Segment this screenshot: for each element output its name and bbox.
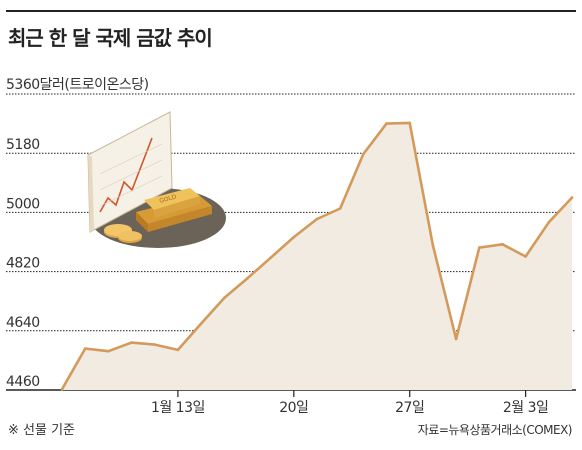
series-line-layer <box>60 121 574 391</box>
data-point <box>501 243 504 246</box>
data-point <box>547 221 551 224</box>
gold-bar-engraving: GOLD <box>159 193 178 205</box>
data-point <box>338 207 342 210</box>
series-area <box>62 122 572 391</box>
gold-illustration: GOLD <box>87 111 226 248</box>
y-tick-label: 4460 <box>6 374 40 390</box>
x-tick-label: 20일 <box>279 400 308 416</box>
data-point <box>269 256 272 260</box>
data-point <box>176 348 180 352</box>
x-tick-labels: 1월 13일 20일 27일 2월 3일 <box>151 390 549 416</box>
data-point <box>246 276 249 280</box>
data-point <box>130 341 133 344</box>
x-tick-label: 2월 3일 <box>503 400 549 416</box>
gold-bar-upper <box>144 188 200 210</box>
mini-chart-trend <box>99 137 153 213</box>
data-point <box>385 122 388 125</box>
y-tick-label: 5000 <box>6 196 40 212</box>
data-point <box>431 244 435 247</box>
unit-label: 5360달러(트로이온스당) <box>6 77 149 93</box>
board-edge <box>88 155 94 232</box>
data-point <box>362 152 365 156</box>
data-point <box>199 322 203 325</box>
footnote: ※ 선물 기준 <box>8 423 75 438</box>
data-point <box>153 343 156 346</box>
data-point <box>223 296 226 300</box>
y-tick-label: 4640 <box>6 315 40 331</box>
data-point <box>292 235 296 239</box>
data-point <box>524 255 527 258</box>
top-rule <box>6 10 576 12</box>
area-fill <box>62 122 572 391</box>
data-point <box>454 337 458 341</box>
y-tick-label: 4820 <box>6 256 40 272</box>
data-point <box>315 217 319 221</box>
x-tick-label: 27일 <box>395 400 424 416</box>
data-point <box>60 388 64 391</box>
source-credit: 자료=뉴욕상품거래소(COMEX) <box>417 423 573 437</box>
x-tick-label: 1월 13일 <box>151 400 205 416</box>
chart-title: 최근 한 달 국제 금값 추이 <box>8 26 213 50</box>
data-point <box>478 246 481 249</box>
y-tick-labels: 4460 4640 4820 5000 5180 <box>6 137 40 390</box>
data-point <box>83 347 87 350</box>
data-point <box>570 196 574 199</box>
data-point <box>107 349 110 353</box>
y-tick-label: 5180 <box>6 137 40 153</box>
data-point <box>408 121 412 125</box>
